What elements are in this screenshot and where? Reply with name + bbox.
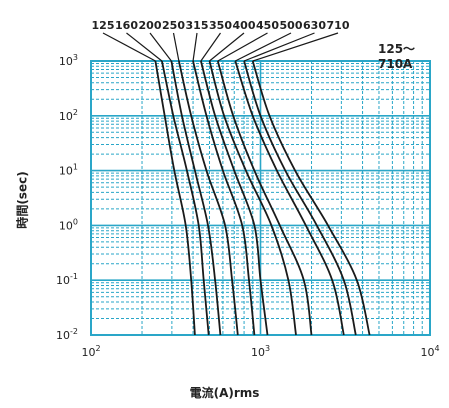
plot-frame: [90, 60, 431, 336]
x-axis-label: 電流(A)rms: [189, 386, 260, 400]
leader-200: [149, 32, 172, 62]
series-label-125: 125: [92, 19, 115, 32]
series-label-400: 400: [233, 19, 256, 32]
leader-710: [252, 32, 339, 62]
curve-350: [200, 60, 269, 336]
leader-lines: [102, 32, 339, 62]
series-label-710: 710: [327, 19, 350, 32]
leader-315: [192, 32, 198, 62]
curve-630: [243, 60, 357, 336]
series-label-630: 630: [303, 19, 326, 32]
leader-350: [200, 32, 221, 62]
y-tick-label: 10-2: [56, 327, 78, 342]
leader-160: [126, 32, 163, 62]
curve-400: [208, 60, 297, 336]
y-axis-label-box: 時間(sec): [10, 140, 34, 260]
series-label-350: 350: [209, 19, 232, 32]
leader-400: [209, 32, 245, 62]
y-axis-label: 時間(sec): [15, 171, 30, 229]
x-tick-label: 103: [251, 344, 270, 359]
curve-450: [216, 60, 313, 336]
x-tick-label: 102: [81, 344, 100, 359]
y-tick-label: 101: [59, 163, 78, 178]
series-label-500: 500: [280, 19, 303, 32]
curve-200: [170, 60, 222, 336]
leader-125: [102, 32, 156, 62]
y-tick-label: 102: [59, 108, 78, 123]
series-label-450: 450: [256, 19, 279, 32]
y-tick-label: 100: [59, 217, 78, 232]
y-tick-label: 10-1: [56, 272, 78, 287]
curve-250: [178, 60, 239, 336]
y-tick-label: 103: [59, 53, 78, 68]
series-label-250: 250: [162, 19, 185, 32]
curve-500: [234, 60, 345, 336]
curve-160: [161, 60, 210, 336]
curves: [154, 60, 371, 336]
leader-500: [235, 32, 292, 62]
curve-710: [251, 60, 371, 336]
leader-250: [172, 32, 180, 62]
series-labels: 125 160 200 250 315 350 400 450 500 630 710: [92, 19, 350, 32]
series-label-200: 200: [139, 19, 162, 32]
curve-315: [192, 60, 256, 336]
leader-630: [243, 32, 315, 62]
leader-450: [217, 32, 268, 62]
range-label: 125～710A: [378, 42, 416, 71]
series-label-160: 160: [115, 19, 138, 32]
series-label-315: 315: [186, 19, 209, 32]
curve-125: [154, 60, 196, 336]
x-tick-label: 104: [420, 344, 439, 359]
tick-labels: 102 103 104 103 102 101 100 10-1 10-2: [56, 53, 440, 359]
grid: [90, 60, 431, 336]
